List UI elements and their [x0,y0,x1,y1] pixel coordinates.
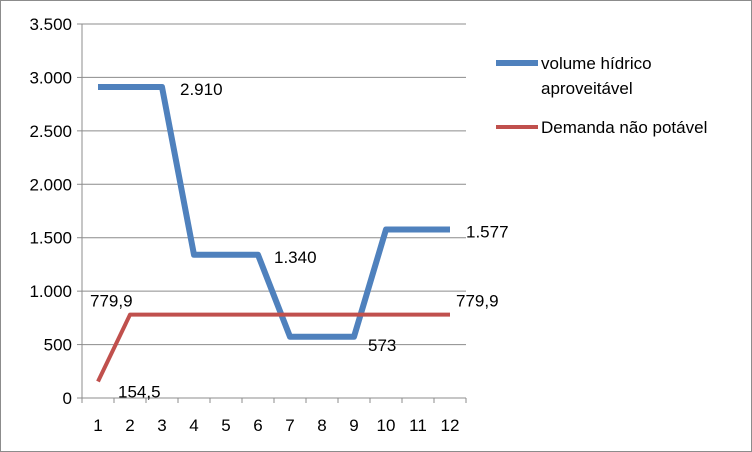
x-tick-label: 5 [221,416,230,435]
x-tick-label: 1 [93,416,102,435]
x-tick-label: 12 [441,416,460,435]
data-label: 1.340 [274,248,317,267]
legend: volume hídrico aproveitável Demanda não po… [496,54,707,137]
data-label: 573 [368,336,396,355]
x-tick-label: 3 [157,416,166,435]
series-line-1 [98,84,450,340]
gridlines [82,23,466,346]
legend-label-2: Demanda não potável [541,118,707,137]
y-tick-label: 3.000 [29,68,72,87]
x-tick-label: 10 [377,416,396,435]
y-tick-label: 2.500 [29,122,72,141]
y-tick-label: 500 [44,336,72,355]
data-label: 1.577 [466,222,509,241]
data-label: 2.910 [180,80,223,99]
x-tick-label: 7 [285,416,294,435]
x-tick-label: 6 [253,416,262,435]
legend-label-1: volume hídrico [541,54,652,73]
y-tick-label: 0 [63,389,72,408]
x-tick-label: 9 [349,416,358,435]
y-tick-label: 1.500 [29,229,72,248]
y-tick-label: 2.000 [29,175,72,194]
y-tick-label: 1.000 [29,282,72,301]
y-tick-label: 3.500 [29,15,72,34]
x-tick-label: 4 [189,416,198,435]
x-tick-label: 2 [125,416,134,435]
series-lines [96,84,450,383]
data-label: 779,9 [456,292,499,311]
x-tick-label: 11 [409,416,427,435]
series-line-2 [96,312,450,383]
data-labels: 2.910 1.340 573 1.577 154,5 779,9 779,9 [90,80,509,401]
x-tick-label: 8 [317,416,326,435]
legend-label-1: aproveitável [541,79,633,98]
data-label: 779,9 [90,292,133,311]
data-label: 154,5 [118,382,161,401]
